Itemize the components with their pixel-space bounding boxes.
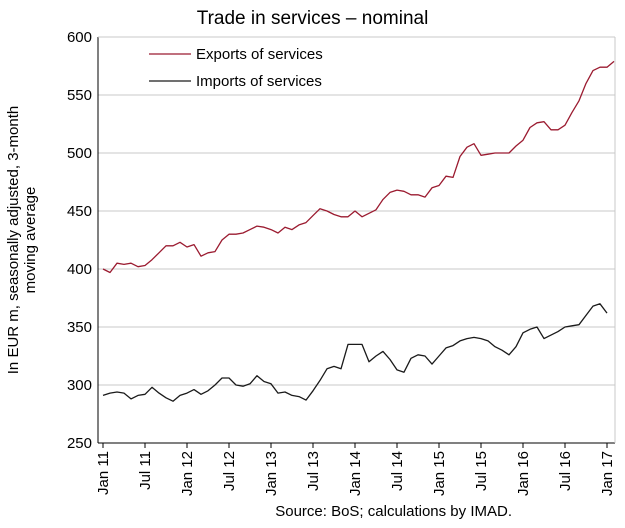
x-tick-label: Jul 11 [137, 451, 154, 490]
series-line-imports [102, 303, 608, 402]
x-tick-label: Jul 15 [473, 451, 490, 491]
source-note: Source: BoS; calculations by IMAD. [275, 503, 512, 520]
y-tick-label: 500 [67, 145, 92, 162]
chart-title: Trade in services – nominal [196, 8, 429, 29]
y-tick-label: 400 [67, 261, 92, 278]
x-tick-label: Jan 15 [431, 451, 448, 496]
y-tick-label: 350 [67, 319, 92, 336]
x-tick-label: Jan 14 [347, 451, 364, 496]
x-tick-label: Jul 14 [389, 451, 406, 491]
x-tick-label: Jul 13 [305, 451, 322, 491]
y-tick-label: 600 [67, 29, 92, 46]
x-tick-label: Jul 12 [221, 451, 238, 491]
x-tick-label: Jan 13 [263, 451, 280, 496]
x-tick-label: Jan 16 [515, 451, 532, 496]
x-tick-label: Jul 16 [557, 451, 574, 491]
y-tick-label: 450 [67, 203, 92, 220]
x-tick-label: Jan 12 [179, 451, 196, 496]
series-line-exports [102, 60, 615, 274]
y-tick-label: 550 [67, 87, 92, 104]
x-tick-label: Jan 11 [95, 451, 112, 495]
legend-label: Imports of services [196, 73, 322, 90]
x-tick-label: Jan 17 [599, 451, 616, 496]
legend-label: Exports of services [196, 46, 323, 63]
y-tick-label: 250 [67, 435, 92, 452]
y-tick-label: 300 [67, 377, 92, 394]
